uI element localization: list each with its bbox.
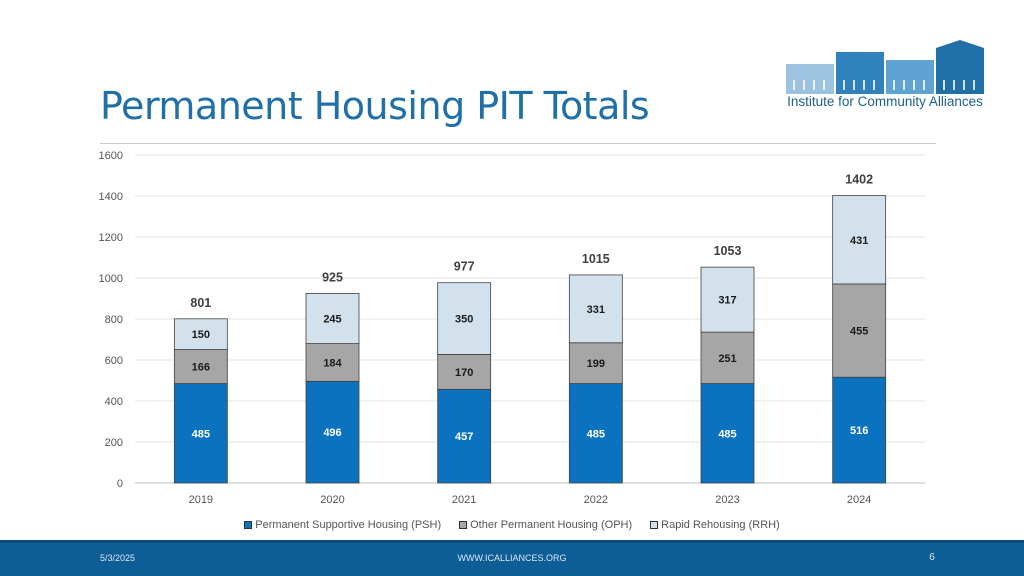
y-tick-label: 1600 <box>99 150 123 162</box>
bar-segment <box>700 383 755 484</box>
legend-item: Rapid Rehousing (RRH) <box>650 517 780 533</box>
legend-label: Other Permanent Housing (OPH) <box>470 519 633 531</box>
bar-segment <box>832 195 887 285</box>
footer-band <box>0 540 1024 543</box>
bar-segment <box>437 282 492 355</box>
total-label: 1053 <box>714 244 742 258</box>
data-label: 317 <box>718 295 736 307</box>
bar-segment <box>173 349 228 384</box>
data-label: 485 <box>718 428 736 440</box>
title-divider <box>100 143 936 144</box>
bar-segment <box>568 342 623 384</box>
bar-segment <box>305 292 360 344</box>
x-tick-label: 2023 <box>715 494 739 506</box>
bar-segment <box>437 354 492 390</box>
y-tick-label: 600 <box>105 355 123 367</box>
data-label: 496 <box>323 427 341 439</box>
bar-segment <box>700 266 755 333</box>
x-tick-label: 2021 <box>452 494 476 506</box>
bar-segment <box>305 380 360 484</box>
y-tick-label: 1000 <box>99 273 123 285</box>
chart-legend: Permanent Supportive Housing (PSH) Other … <box>0 517 1024 533</box>
footer-url: WWW.ICALLIANCES.ORG <box>457 553 567 563</box>
data-label: 245 <box>323 313 341 325</box>
bar-segment <box>305 343 360 382</box>
logo-text: Institute for Community Alliances <box>787 94 983 109</box>
page-title: Permanent Housing PIT Totals <box>100 84 650 128</box>
total-label: 1402 <box>845 173 873 187</box>
y-tick-label: 1200 <box>99 232 123 244</box>
logo-buildings-icon <box>786 40 984 94</box>
footer-date: 5/3/2025 <box>100 553 136 563</box>
data-label: 350 <box>455 314 473 326</box>
legend-label: Rapid Rehousing (RRH) <box>661 519 780 531</box>
y-tick-label: 800 <box>105 314 123 326</box>
legend-label: Permanent Supportive Housing (PSH) <box>255 519 442 531</box>
data-label: 166 <box>192 362 210 374</box>
page-number: 6 <box>929 552 935 563</box>
data-label: 251 <box>718 353 736 365</box>
total-label: 925 <box>322 270 343 284</box>
x-tick-label: 2020 <box>320 494 344 506</box>
bar-segment <box>173 318 228 350</box>
bar-segment <box>832 283 887 378</box>
footer-bar: 5/3/2025 WWW.ICALLIANCES.ORG 6 <box>0 540 1024 576</box>
legend-swatch <box>650 521 659 529</box>
x-tick-label: 2019 <box>189 494 213 506</box>
data-label: 457 <box>455 431 473 443</box>
data-label: 184 <box>323 357 342 369</box>
y-tick-label: 0 <box>117 478 123 490</box>
total-label: 801 <box>190 296 211 310</box>
bar-segment <box>568 274 623 344</box>
data-label: 170 <box>455 367 473 379</box>
data-label: 455 <box>850 326 868 338</box>
data-label: 199 <box>587 358 605 370</box>
legend-item: Other Permanent Housing (OPH) <box>459 517 632 533</box>
data-label: 331 <box>587 304 605 316</box>
x-tick-label: 2022 <box>584 494 608 506</box>
legend-swatch <box>459 521 468 529</box>
legend-item: Permanent Supportive Housing (PSH) <box>244 517 441 533</box>
data-label: 485 <box>587 428 605 440</box>
data-label: 516 <box>850 425 868 437</box>
data-label: 150 <box>192 329 210 341</box>
data-label: 431 <box>850 235 868 247</box>
bar-segment <box>437 388 492 484</box>
x-tick-label: 2024 <box>847 494 871 506</box>
y-tick-label: 200 <box>105 437 123 449</box>
bar-segment <box>173 383 228 484</box>
total-label: 977 <box>454 260 475 274</box>
data-label: 485 <box>192 428 210 440</box>
y-tick-label: 1400 <box>99 191 123 203</box>
logo: Institute for Community Alliances <box>782 38 988 118</box>
y-tick-label: 400 <box>105 396 123 408</box>
legend-swatch <box>244 521 253 529</box>
total-label: 1015 <box>582 252 610 266</box>
bar-segment <box>700 331 755 384</box>
